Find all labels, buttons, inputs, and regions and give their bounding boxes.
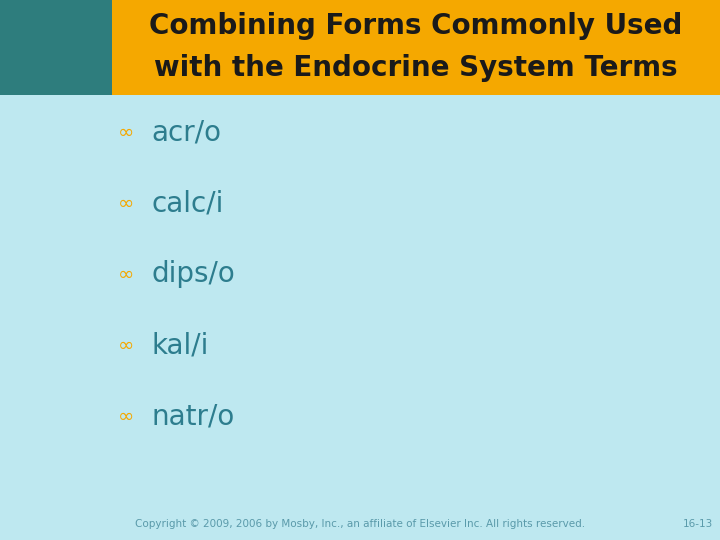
- Text: acr/o: acr/o: [151, 118, 221, 146]
- Text: with the Endocrine System Terms: with the Endocrine System Terms: [154, 54, 678, 82]
- Text: ∞: ∞: [118, 407, 134, 426]
- Text: ∞: ∞: [118, 194, 134, 213]
- Text: Combining Forms Commonly Used: Combining Forms Commonly Used: [149, 12, 683, 40]
- Text: ∞: ∞: [118, 123, 134, 141]
- Text: kal/i: kal/i: [151, 332, 209, 360]
- Text: natr/o: natr/o: [151, 403, 235, 431]
- Text: Copyright © 2009, 2006 by Mosby, Inc., an affiliate of Elsevier Inc. All rights : Copyright © 2009, 2006 by Mosby, Inc., a…: [135, 519, 585, 529]
- Text: ∞: ∞: [118, 336, 134, 355]
- Text: ∞: ∞: [118, 265, 134, 284]
- Bar: [0, 0, 112, 94]
- Text: 16-13: 16-13: [683, 519, 713, 529]
- Text: calc/i: calc/i: [151, 189, 224, 217]
- Bar: [0, 0, 720, 94]
- Text: dips/o: dips/o: [151, 260, 235, 288]
